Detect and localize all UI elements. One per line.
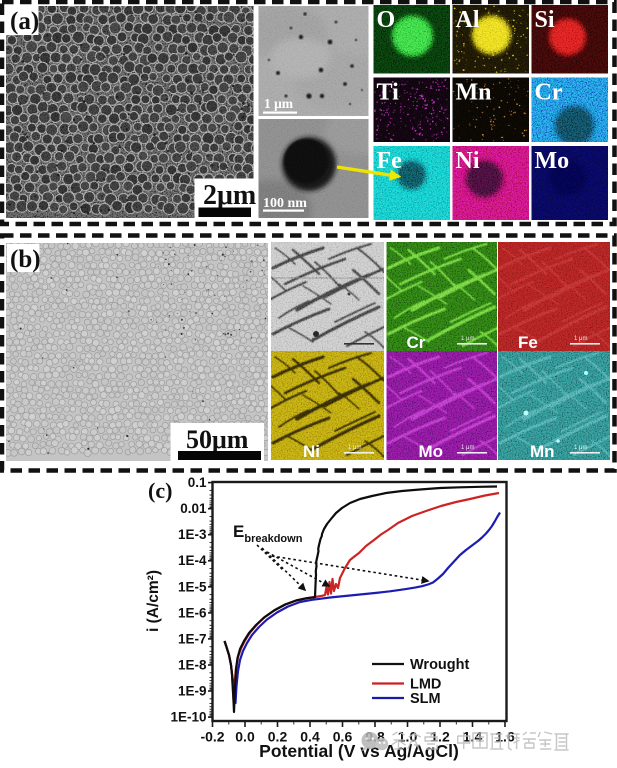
svg-text:1E-5: 1E-5: [178, 579, 207, 594]
svg-text:Mo: Mo: [419, 442, 444, 461]
svg-text:0.0: 0.0: [235, 729, 255, 745]
svg-text:Fe: Fe: [518, 333, 538, 352]
svg-text:(a): (a): [10, 8, 39, 35]
svg-text:1E-10: 1E-10: [170, 710, 206, 725]
svg-text:Ebreakdown: Ebreakdown: [233, 522, 303, 545]
svg-text:1 μm: 1 μm: [461, 445, 474, 451]
svg-text:1 μm: 1 μm: [461, 336, 474, 342]
svg-text:2μm: 2μm: [203, 180, 256, 211]
svg-text:(b): (b): [10, 246, 41, 273]
svg-text:0.4: 0.4: [300, 729, 320, 745]
svg-text:1E-6: 1E-6: [178, 605, 207, 620]
svg-text:1E-7: 1E-7: [178, 631, 207, 646]
svg-text:1 μm: 1 μm: [574, 336, 587, 342]
svg-text:(c): (c): [148, 478, 172, 503]
svg-text:Mo: Mo: [535, 148, 570, 174]
svg-text:Si: Si: [535, 7, 555, 33]
svg-text:0.01: 0.01: [180, 501, 207, 516]
svg-text:-0.2: -0.2: [200, 729, 224, 745]
svg-text:LMD: LMD: [410, 677, 441, 693]
svg-text:Mn: Mn: [456, 80, 492, 106]
svg-text:1E-4: 1E-4: [178, 553, 207, 568]
svg-text:Ni: Ni: [303, 442, 320, 461]
svg-text:Al: Al: [456, 7, 480, 33]
svg-text:1 μm: 1 μm: [348, 445, 361, 451]
svg-text:100 nm: 100 nm: [263, 196, 307, 211]
svg-text:Ti: Ti: [377, 80, 400, 106]
svg-text:O: O: [377, 7, 396, 33]
svg-text:0.6: 0.6: [333, 729, 353, 745]
svg-text:SLM: SLM: [410, 691, 441, 707]
svg-text:i (A/cm²): i (A/cm²): [145, 570, 162, 632]
svg-text:0.2: 0.2: [268, 729, 288, 745]
svg-text:Mn: Mn: [530, 442, 555, 461]
svg-text:Fe: Fe: [377, 148, 403, 174]
svg-text:1 μm: 1 μm: [264, 96, 294, 111]
svg-text:1E-8: 1E-8: [178, 658, 207, 673]
svg-text:1 μm: 1 μm: [574, 445, 587, 451]
svg-text:Cr: Cr: [535, 80, 563, 106]
svg-text:Cr: Cr: [407, 333, 426, 352]
svg-text:50μm: 50μm: [186, 425, 249, 454]
svg-text:Wrought: Wrought: [410, 657, 469, 673]
svg-text:1E-9: 1E-9: [178, 684, 207, 699]
svg-text:0.1: 0.1: [188, 475, 207, 490]
svg-text:1E-3: 1E-3: [178, 527, 207, 542]
svg-text:Ni: Ni: [456, 148, 480, 174]
